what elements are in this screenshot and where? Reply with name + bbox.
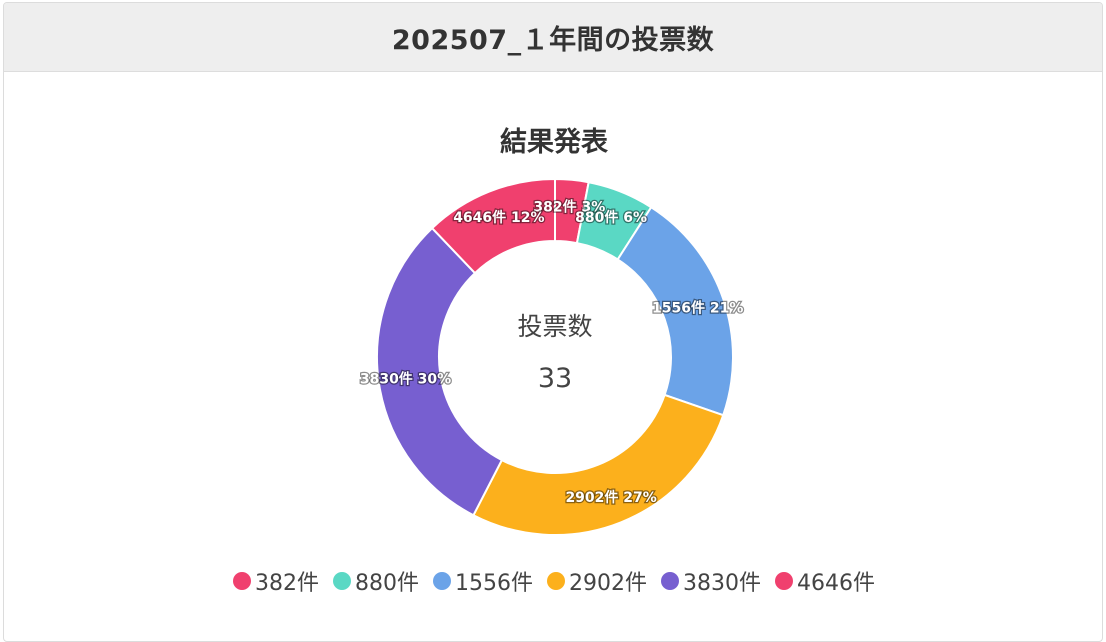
- legend-item[interactable]: 1556件: [433, 565, 533, 597]
- legend-item[interactable]: 4646件: [775, 565, 875, 597]
- slice-data-label: 4646件 12%: [453, 209, 544, 226]
- slice-data-label: 382件 3%: [533, 199, 605, 216]
- legend-swatch: [775, 572, 793, 590]
- slice-data-label: 1556件 21%: [652, 300, 743, 317]
- donut-slices: [376, 177, 734, 536]
- legend-label: 1556件: [455, 571, 533, 596]
- donut-slice[interactable]: [430, 177, 556, 275]
- legend-label: 4646件: [797, 571, 875, 596]
- center-value: 33: [538, 363, 572, 394]
- legend-label: 2902件: [569, 571, 647, 596]
- card-title: 202507_１年間の投票数: [391, 24, 715, 56]
- donut-chart: 結果発表 投票数 33 382件 3%880件 6% 1556件 21% 2902件…: [359, 126, 745, 536]
- legend-swatch: [547, 572, 565, 590]
- legend-label: 3830件: [683, 571, 761, 596]
- legend-item[interactable]: 382件: [233, 565, 319, 597]
- legend-label: 382件: [255, 571, 319, 596]
- chart-legend: 382件 880件 1556件 2902件 3830件 4646件: [4, 565, 1102, 597]
- legend-item[interactable]: 3830件: [661, 565, 761, 597]
- chart-title: 結果発表: [500, 126, 608, 158]
- legend-label: 880件: [355, 571, 419, 596]
- slice-data-label: 2902件 27%: [565, 489, 656, 506]
- slice-data-label: 3830件 30%: [360, 370, 451, 387]
- chart-card: 202507_１年間の投票数 結果発表 投票数 33 382件 3% 880件 6…: [3, 2, 1103, 642]
- data-labels: 382件 3%880件 6% 1556件 21% 2902件 27% 3830件 30…: [359, 197, 745, 507]
- legend-item[interactable]: 2902件: [547, 565, 647, 597]
- donut-slice[interactable]: [472, 393, 725, 536]
- legend-swatch: [333, 572, 351, 590]
- donut-slice[interactable]: [376, 226, 504, 517]
- legend-swatch: [233, 572, 251, 590]
- center-label: 投票数: [517, 312, 592, 341]
- legend-item[interactable]: 880件: [333, 565, 419, 597]
- slice-data-label: 880件 6%: [575, 209, 647, 226]
- legend-swatch: [661, 572, 679, 590]
- legend-swatch: [433, 572, 451, 590]
- card-header: 202507_１年間の投票数: [4, 3, 1102, 72]
